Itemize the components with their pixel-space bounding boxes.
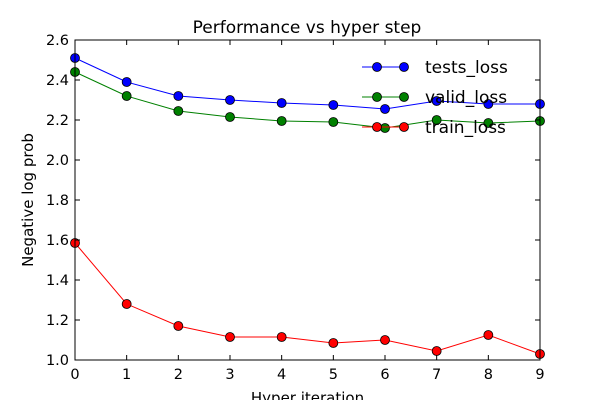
data-point-tests_loss-2 — [173, 91, 184, 101]
data-point-train_loss-7 — [431, 346, 442, 356]
data-point-valid_loss-8 — [483, 118, 494, 128]
y-tick-label: 2.0 — [46, 153, 69, 169]
legend-marker-valid_loss — [372, 92, 382, 102]
y-tick-label: 1.2 — [46, 313, 69, 329]
data-point-tests_loss-3 — [225, 95, 235, 105]
series-line-train_loss — [74, 242, 541, 355]
data-point-valid_loss-5 — [328, 117, 339, 127]
data-point-tests_loss-1 — [121, 77, 132, 87]
y-tick-label: 1.4 — [46, 273, 69, 289]
y-tick-label: 1.8 — [46, 193, 69, 209]
legend-label-train_loss: train_loss — [425, 118, 506, 138]
data-point-tests_loss-4 — [276, 98, 287, 108]
legend-marker-tests_loss — [372, 62, 382, 72]
data-point-train_loss-8 — [483, 330, 494, 340]
y-tick-label: 1.0 — [46, 353, 69, 369]
x-tick-label: 2 — [174, 367, 183, 383]
x-tick-label: 8 — [484, 367, 493, 383]
x-tick-label: 4 — [277, 367, 286, 383]
data-point-valid_loss-4 — [276, 116, 287, 126]
y-axis-label: Negative log prob — [19, 133, 37, 267]
data-point-valid_loss-3 — [225, 112, 235, 122]
data-point-valid_loss-7 — [431, 115, 442, 125]
x-axis-label: Hyper iteration — [251, 389, 364, 400]
data-point-valid_loss-6 — [380, 123, 390, 133]
y-tick-label: 2.6 — [46, 33, 69, 49]
legend-marker-tests_loss — [399, 62, 409, 72]
legend-marker-train_loss — [372, 122, 382, 132]
data-point-tests_loss-7 — [431, 96, 442, 106]
data-point-train_loss-2 — [173, 321, 184, 331]
x-tick-label: 5 — [329, 367, 338, 383]
x-tick-label: 7 — [432, 367, 441, 383]
data-point-train_loss-5 — [328, 338, 339, 348]
x-tick-label: 0 — [70, 367, 79, 383]
y-tick-label: 2.4 — [46, 73, 69, 89]
data-point-tests_loss-8 — [483, 99, 494, 109]
data-point-tests_loss-5 — [328, 100, 339, 110]
x-tick-label: 9 — [535, 367, 544, 383]
x-tick-label: 3 — [225, 367, 234, 383]
chart-title: Performance vs hyper step — [193, 18, 422, 38]
legend-marker-train_loss — [399, 122, 409, 132]
x-tick-label: 6 — [380, 367, 389, 383]
series-line-tests_loss — [74, 57, 540, 110]
data-point-train_loss-3 — [225, 332, 235, 342]
series-line-valid_loss — [74, 71, 541, 129]
y-tick-label: 1.6 — [46, 233, 69, 249]
legend-label-valid_loss: valid_loss — [425, 88, 507, 108]
legend-marker-valid_loss — [399, 92, 409, 102]
data-point-tests_loss-6 — [380, 104, 390, 114]
data-point-train_loss-4 — [276, 332, 287, 342]
data-point-train_loss-1 — [121, 299, 132, 309]
data-point-valid_loss-2 — [173, 106, 184, 116]
x-tick-label: 1 — [122, 367, 131, 383]
data-point-valid_loss-1 — [121, 91, 132, 101]
legend-label-tests_loss: tests_loss — [425, 58, 508, 78]
y-tick-label: 2.2 — [46, 113, 69, 129]
data-point-train_loss-6 — [380, 335, 390, 345]
